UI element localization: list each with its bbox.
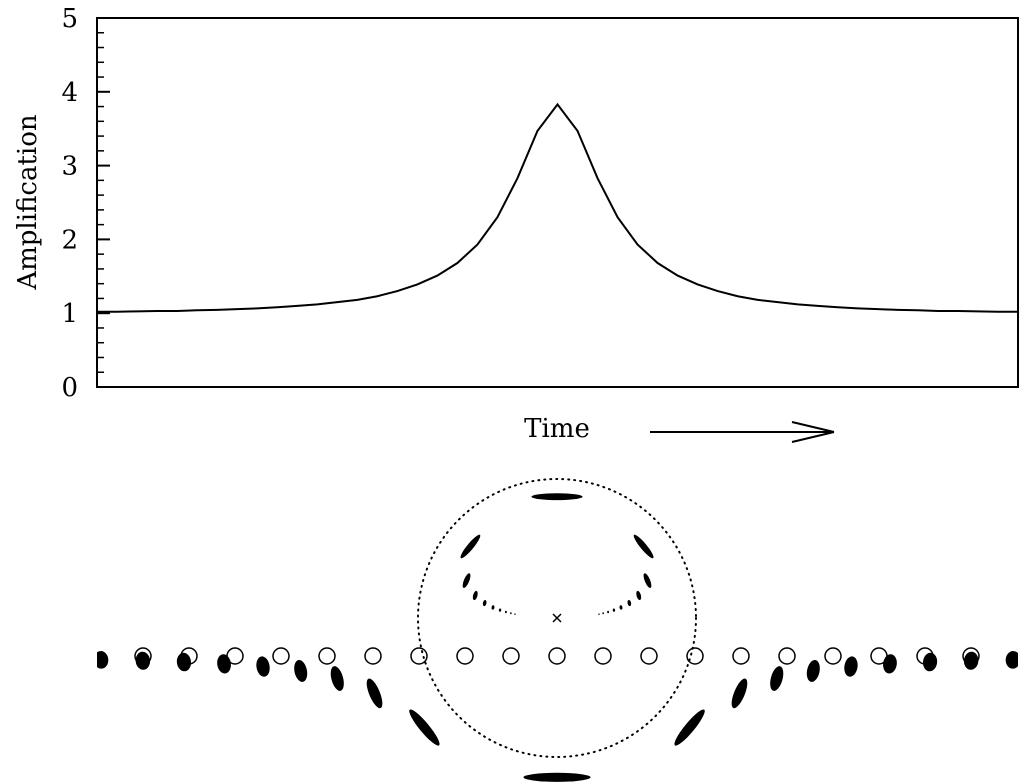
source-position — [824, 647, 842, 665]
lensed-image — [607, 610, 610, 614]
lensed-image — [472, 590, 478, 601]
lensed-image — [498, 608, 502, 612]
lensed-image — [883, 654, 897, 674]
source-position — [548, 647, 566, 665]
lensed-image — [135, 651, 151, 670]
lensed-image — [619, 605, 623, 610]
time-arrow — [650, 421, 835, 443]
lensed-image — [602, 612, 604, 615]
lensed-image — [50, 650, 66, 669]
lensed-image — [674, 709, 705, 746]
y-tick-label: 3 — [61, 152, 78, 182]
lensed-image — [531, 493, 583, 501]
source-position — [594, 647, 612, 665]
lensed-image — [844, 656, 858, 677]
lensed-image — [514, 613, 516, 615]
plot-frame — [96, 17, 1019, 388]
y-tick-label: 2 — [61, 225, 78, 255]
y-tick-label: 5 — [61, 4, 78, 34]
y-axis-label: Amplification — [13, 114, 43, 291]
source-position — [318, 647, 336, 665]
lensed-image — [217, 654, 231, 674]
lensed-image — [256, 656, 270, 677]
lensed-image — [510, 612, 512, 615]
source-position — [778, 647, 796, 665]
lens-mark — [552, 613, 562, 623]
lensed-image — [462, 573, 471, 588]
lensed-image — [963, 651, 979, 670]
lensed-image — [636, 590, 642, 601]
lensed-image — [612, 608, 616, 612]
source-position — [916, 647, 934, 665]
lensed-image — [176, 652, 191, 672]
source-position — [962, 647, 980, 665]
source-position — [870, 647, 888, 665]
source-position — [410, 647, 428, 665]
einstein-ring — [417, 478, 697, 758]
lensed-image — [598, 613, 600, 615]
lensed-image — [366, 678, 383, 709]
lensed-image — [460, 534, 481, 559]
source-position — [502, 647, 520, 665]
lensed-image — [523, 772, 591, 782]
lensed-image — [482, 599, 487, 607]
lensed-image — [806, 659, 820, 682]
source-position — [364, 647, 382, 665]
lensing-diagram — [50, 478, 1018, 782]
lensed-image — [294, 659, 308, 682]
source-position — [272, 647, 290, 665]
lensed-image — [627, 599, 632, 607]
y-tick-label: 1 — [61, 299, 78, 329]
lensed-image — [633, 534, 654, 559]
lensed-image — [643, 573, 652, 588]
lensed-image — [330, 666, 344, 691]
amplification-curve — [97, 102, 1018, 313]
lensed-image — [504, 610, 507, 614]
lensed-image — [491, 605, 495, 610]
y-tick-label: 4 — [61, 78, 78, 108]
lensed-image — [409, 709, 440, 746]
y-tick-label: 0 — [61, 373, 78, 403]
x-axis-label: Time — [524, 414, 590, 444]
lensed-image — [97, 651, 109, 669]
source-position — [456, 647, 474, 665]
source-position — [732, 647, 750, 665]
lensed-image — [731, 678, 748, 709]
source-position — [640, 647, 658, 665]
lensed-image — [770, 666, 784, 691]
lensed-image — [1005, 651, 1018, 669]
source-position — [686, 647, 704, 665]
